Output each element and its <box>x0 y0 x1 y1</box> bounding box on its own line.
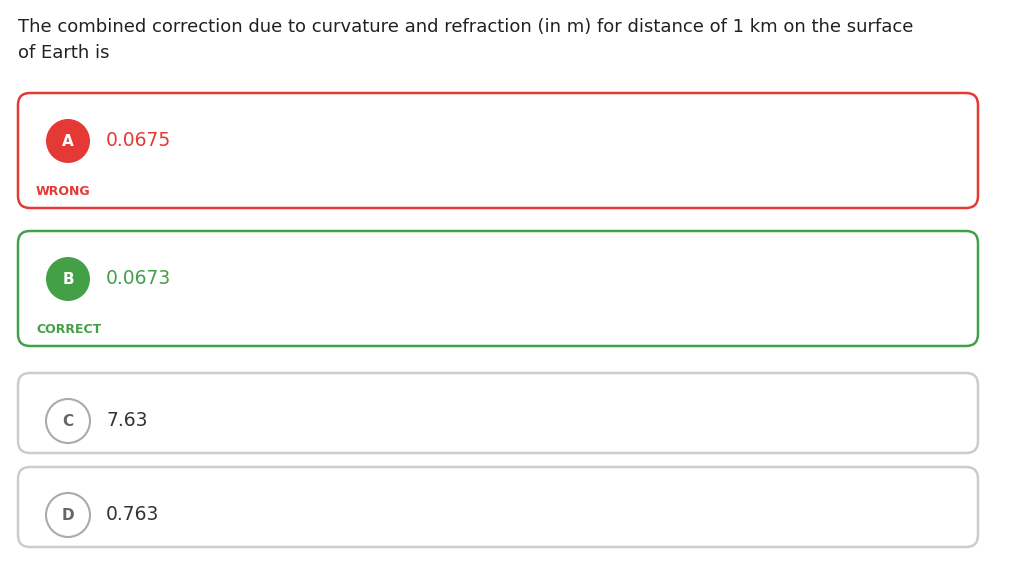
FancyBboxPatch shape <box>18 467 978 547</box>
FancyBboxPatch shape <box>18 231 978 346</box>
FancyBboxPatch shape <box>18 93 978 208</box>
Text: WRONG: WRONG <box>36 185 90 198</box>
FancyBboxPatch shape <box>18 373 978 453</box>
Text: 0.0675: 0.0675 <box>106 132 172 150</box>
Circle shape <box>46 493 90 537</box>
Text: D: D <box>62 507 74 522</box>
Text: 0.0673: 0.0673 <box>106 269 172 289</box>
Text: The combined correction due to curvature and refraction (in m) for distance of 1: The combined correction due to curvature… <box>18 18 913 62</box>
Text: CORRECT: CORRECT <box>36 323 102 336</box>
Text: 7.63: 7.63 <box>106 412 147 430</box>
Text: C: C <box>62 413 73 429</box>
Circle shape <box>46 119 90 163</box>
Circle shape <box>46 399 90 443</box>
Text: A: A <box>62 134 74 149</box>
Text: 0.763: 0.763 <box>106 505 160 525</box>
Text: B: B <box>62 272 74 286</box>
Circle shape <box>46 257 90 301</box>
